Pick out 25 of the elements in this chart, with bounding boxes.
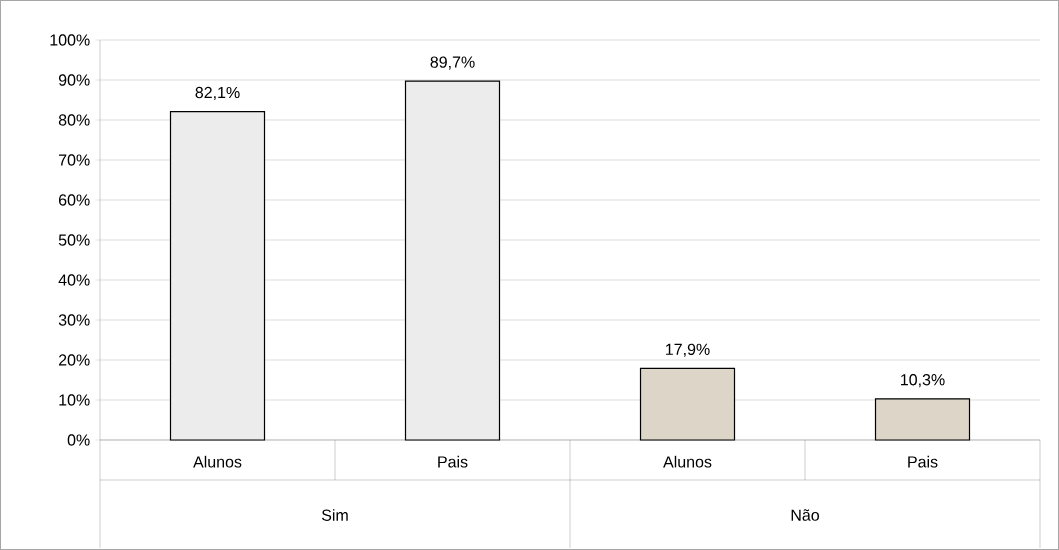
data-label: 17,9% xyxy=(666,343,710,357)
y-tick-label: 80% xyxy=(58,114,90,126)
y-tick-label: 100% xyxy=(50,34,90,46)
x-tick-label: Alunos xyxy=(193,455,242,468)
y-tick-label: 30% xyxy=(58,314,90,326)
bar xyxy=(169,111,266,441)
x-tick-label: Alunos xyxy=(663,455,712,468)
x-tick-label: Pais xyxy=(438,455,468,468)
y-tick-label: 50% xyxy=(58,234,90,246)
data-label: 89,7% xyxy=(430,56,475,70)
data-label: 10,3% xyxy=(901,374,945,388)
data-label: 82,1% xyxy=(195,86,240,101)
text: Sim xyxy=(321,509,348,521)
y-tick-label: 0% xyxy=(67,434,90,446)
y-tick-label: 60% xyxy=(59,194,90,206)
y-tick-label: 70% xyxy=(59,154,90,166)
y-tick-label: 20% xyxy=(58,354,90,366)
text: Não xyxy=(791,509,819,521)
bar xyxy=(404,80,501,441)
bar xyxy=(874,398,971,441)
y-tick-label: 10% xyxy=(59,394,90,406)
y-tick-label: 90% xyxy=(58,74,90,86)
bar xyxy=(639,367,736,441)
x-tick-label: Pais xyxy=(908,455,938,468)
y-tick-label: 40% xyxy=(58,274,90,286)
